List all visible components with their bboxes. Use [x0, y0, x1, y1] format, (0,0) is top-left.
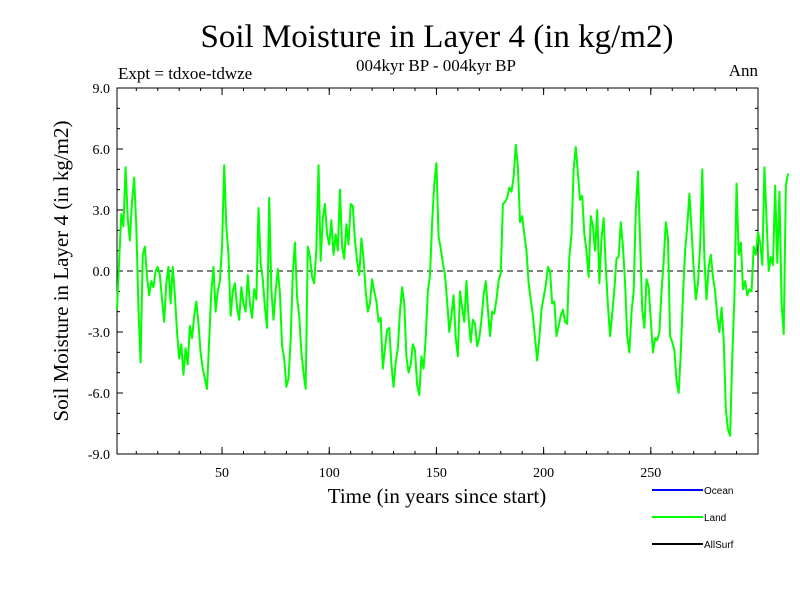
y-tick-label: -3.0	[88, 326, 110, 341]
y-axis: 9.0 6.0 3.0 0.0 -3.0 -6.0 -9.0	[88, 82, 758, 463]
y-tick-label: -6.0	[88, 387, 110, 402]
legend: Ocean Land AllSurf	[652, 486, 734, 551]
legend-label-allsurf: AllSurf	[704, 540, 734, 551]
chart-subtitle: 004kyr BP - 004kyr BP	[356, 56, 516, 75]
y-axis-label: Soil Moisture in Layer 4 (in kg/m2)	[49, 121, 73, 422]
x-tick-label: 100	[319, 466, 340, 481]
x-axis: 50 100 150 200 250	[135, 88, 738, 481]
x-tick-label: 250	[640, 466, 661, 481]
x-tick-label: 50	[215, 466, 229, 481]
y-tick-label: -9.0	[88, 448, 110, 463]
chart-title: Soil Moisture in Layer 4 (in kg/m2)	[201, 19, 674, 55]
legend-label-ocean: Ocean	[704, 486, 733, 497]
series-line-land	[116, 143, 789, 437]
series-group	[116, 143, 789, 437]
y-tick-label: 9.0	[93, 82, 111, 97]
season-label: Ann	[729, 61, 759, 80]
y-tick-label: 0.0	[93, 265, 111, 280]
x-axis-label: Time (in years since start)	[328, 484, 547, 508]
legend-label-land: Land	[704, 513, 726, 524]
experiment-label: Expt = tdxoe-tdwze	[118, 64, 252, 83]
x-tick-label: 150	[426, 466, 447, 481]
y-tick-label: 6.0	[93, 143, 111, 158]
x-tick-label: 200	[533, 466, 554, 481]
y-tick-label: 3.0	[93, 204, 111, 219]
